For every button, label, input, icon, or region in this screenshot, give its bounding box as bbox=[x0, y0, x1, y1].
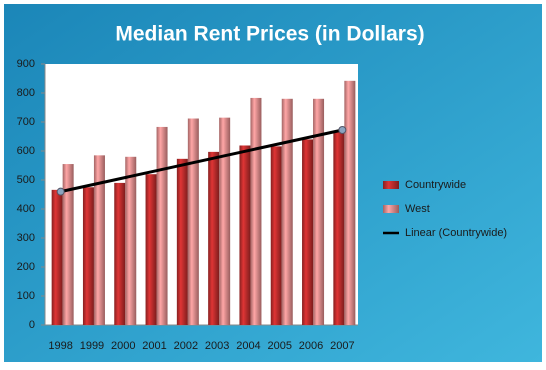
bar bbox=[82, 187, 94, 325]
y-tick-label: 500 bbox=[17, 174, 35, 186]
x-tick-label: 2004 bbox=[236, 340, 260, 352]
bar bbox=[176, 158, 188, 325]
legend-label: West bbox=[405, 203, 430, 215]
y-tick-label: 800 bbox=[17, 87, 35, 99]
y-tick-label: 700 bbox=[17, 116, 35, 128]
bar bbox=[313, 98, 325, 325]
bar bbox=[344, 80, 356, 325]
trendline-end bbox=[56, 187, 65, 196]
bar bbox=[281, 98, 293, 325]
bar bbox=[93, 155, 105, 325]
bar bbox=[270, 146, 282, 325]
x-tick-label: 2001 bbox=[142, 340, 166, 352]
bar bbox=[114, 182, 126, 325]
chart-title: Median Rent Prices (in Dollars) bbox=[115, 23, 424, 46]
y-tick-label: 300 bbox=[17, 232, 35, 244]
x-tick-label: 1999 bbox=[80, 340, 104, 352]
bar bbox=[51, 189, 63, 325]
x-tick-label: 2005 bbox=[268, 340, 292, 352]
legend-swatch bbox=[383, 205, 399, 213]
bar bbox=[62, 164, 74, 325]
bar bbox=[302, 139, 314, 325]
x-tick-label: 2006 bbox=[299, 340, 323, 352]
y-tick-label: 0 bbox=[29, 319, 35, 331]
bar bbox=[239, 145, 251, 325]
trendline-end bbox=[338, 126, 347, 135]
bar bbox=[125, 156, 137, 325]
x-tick-label: 2002 bbox=[174, 340, 198, 352]
x-tick-label: 2000 bbox=[111, 340, 135, 352]
bar bbox=[145, 174, 157, 325]
bar bbox=[333, 132, 345, 325]
legend-label: Countrywide bbox=[405, 179, 466, 191]
legend-swatch bbox=[383, 181, 399, 189]
y-tick-label: 100 bbox=[17, 290, 35, 302]
y-tick-label: 600 bbox=[17, 145, 35, 157]
x-tick-label: 2007 bbox=[330, 340, 354, 352]
bar bbox=[219, 117, 231, 326]
bar bbox=[250, 97, 262, 326]
y-tick-label: 400 bbox=[17, 203, 35, 215]
y-tick-label: 900 bbox=[17, 58, 35, 70]
bar bbox=[187, 118, 199, 326]
trendline bbox=[60, 128, 343, 194]
bar bbox=[156, 126, 168, 326]
legend-label: Linear (Countrywide) bbox=[405, 227, 507, 239]
x-tick-label: 1998 bbox=[48, 340, 72, 352]
x-tick-label: 2003 bbox=[205, 340, 229, 352]
bar bbox=[208, 151, 220, 325]
y-tick-label: 200 bbox=[17, 261, 35, 273]
